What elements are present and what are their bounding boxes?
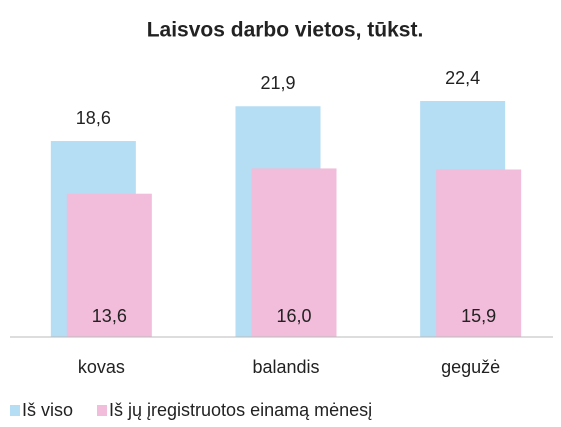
x-tick-label: kovas xyxy=(78,357,125,377)
data-label: 15,9 xyxy=(461,306,496,326)
x-tick-label: balandis xyxy=(252,357,319,377)
data-label: 18,6 xyxy=(76,108,111,128)
bar xyxy=(436,169,522,337)
legend-label: Iš viso xyxy=(22,400,73,420)
data-label: 13,6 xyxy=(92,306,127,326)
chart-title: Laisvos darbo vietos, tūkst. xyxy=(147,19,424,42)
legend-swatch xyxy=(10,405,20,416)
legend-label: Iš jų įregistruotos einamą mėnesį xyxy=(109,400,372,420)
bar xyxy=(251,168,337,337)
data-label: 22,4 xyxy=(445,68,480,88)
x-tick-label: gegužė xyxy=(441,357,500,377)
data-label: 21,9 xyxy=(260,73,295,93)
data-label: 16,0 xyxy=(276,306,311,326)
legend-swatch xyxy=(97,405,108,416)
bar xyxy=(66,193,152,337)
